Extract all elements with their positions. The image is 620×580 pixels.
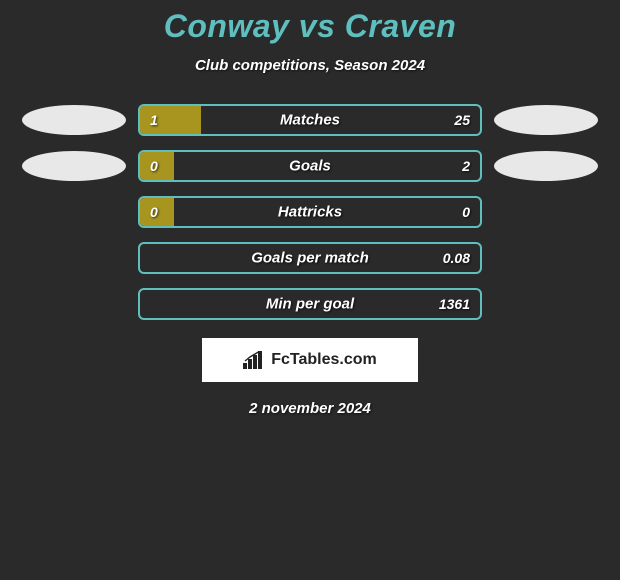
stat-right-value: 0.08 [443,250,470,266]
player-ellipse-left [22,151,126,181]
infographic-container: Conway vs Craven Club competitions, Seas… [0,0,620,417]
player-ellipse-right [494,151,598,181]
stat-label: Matches [280,112,340,129]
player-ellipse-left [22,105,126,135]
stat-bar: 1 Matches 25 [138,104,482,136]
stat-row: Goals per match 0.08 [0,242,620,274]
stat-label: Min per goal [266,296,354,313]
stat-right-value: 0 [462,204,470,220]
stat-bar: Min per goal 1361 [138,288,482,320]
stat-right-value: 25 [454,112,470,128]
footer-date: 2 november 2024 [0,400,620,417]
chart-icon [243,351,265,369]
stat-right-value: 2 [462,158,470,174]
page-subtitle: Club competitions, Season 2024 [0,57,620,74]
stat-right-value: 1361 [439,296,470,312]
stat-row: 0 Goals 2 [0,150,620,182]
credit-box: FcTables.com [202,338,418,382]
stat-bar: 0 Goals 2 [138,150,482,182]
stat-left-value: 1 [150,112,158,128]
stat-bar: 0 Hattricks 0 [138,196,482,228]
stat-label: Goals per match [251,250,369,267]
stat-left-value: 0 [150,158,158,174]
stat-label: Hattricks [278,204,342,221]
stat-row: Min per goal 1361 [0,288,620,320]
player-ellipse-right [494,105,598,135]
page-title: Conway vs Craven [0,8,620,45]
stat-row: 0 Hattricks 0 [0,196,620,228]
stat-row: 1 Matches 25 [0,104,620,136]
stat-label: Goals [289,158,331,175]
stat-left-value: 0 [150,204,158,220]
credit-text: FcTables.com [271,351,377,369]
stat-bar: Goals per match 0.08 [138,242,482,274]
stat-bars-host: 1 Matches 25 0 Goals 2 0 Hattricks 0 Goals per ma… [0,104,620,320]
